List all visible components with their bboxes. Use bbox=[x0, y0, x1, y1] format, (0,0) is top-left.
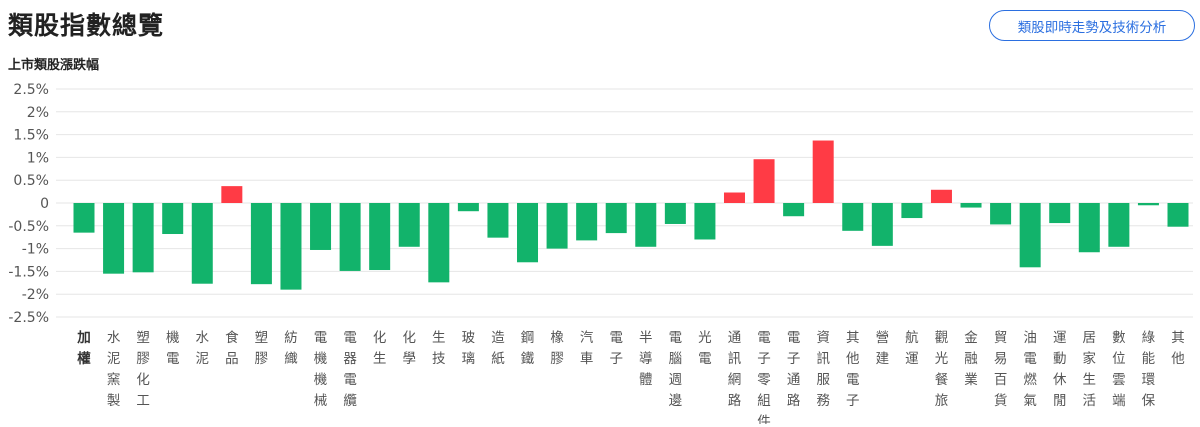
bar[interactable] bbox=[132, 203, 154, 273]
bar[interactable] bbox=[191, 203, 213, 284]
bar[interactable] bbox=[842, 203, 864, 231]
bar[interactable] bbox=[487, 203, 509, 238]
x-category-label: 其他電子 bbox=[846, 330, 860, 409]
y-tick-label: -1% bbox=[22, 242, 49, 258]
x-category-label: 其他 bbox=[1171, 330, 1185, 367]
bar[interactable] bbox=[221, 186, 243, 203]
bar[interactable] bbox=[457, 203, 479, 212]
x-category-label: 橡膠 bbox=[550, 330, 564, 367]
x-category-label: 貿易百貨 bbox=[994, 330, 1008, 409]
x-category-label: 金融業 bbox=[964, 330, 978, 388]
x-category-label: 運動休閒 bbox=[1053, 330, 1067, 409]
x-category-label: 塑膠化工 bbox=[136, 330, 150, 409]
x-category-label: 塑膠 bbox=[255, 330, 269, 367]
bar[interactable] bbox=[1019, 203, 1041, 268]
bar[interactable] bbox=[576, 203, 598, 241]
bar[interactable] bbox=[605, 203, 627, 234]
y-tick-label: 2% bbox=[27, 105, 49, 121]
bar[interactable] bbox=[310, 203, 332, 250]
bar[interactable] bbox=[103, 203, 125, 274]
bar[interactable] bbox=[1049, 203, 1071, 224]
y-axis-ticks: 2.5% 2% 1.5% 1% 0.5% 0 -0.5% -1% -1.5% -2% -2.5% bbox=[8, 82, 49, 326]
x-category-label: 光電 bbox=[698, 330, 712, 367]
bar[interactable] bbox=[930, 189, 952, 203]
x-category-label: 電子零組件 bbox=[757, 330, 771, 424]
bar[interactable] bbox=[694, 203, 716, 240]
bar[interactable] bbox=[162, 203, 184, 235]
page-title: 類股指數總覽 bbox=[8, 11, 165, 40]
x-category-label: 油電燃氣 bbox=[1023, 330, 1037, 409]
x-category-label: 綠能環保 bbox=[1142, 330, 1156, 409]
bar[interactable] bbox=[783, 203, 805, 217]
x-category-label: 航運 bbox=[905, 330, 919, 367]
x-category-label: 鋼鐵 bbox=[521, 330, 535, 367]
x-category-label: 通訊網路 bbox=[728, 330, 742, 409]
x-category-label: 水泥窯製 bbox=[107, 330, 121, 409]
x-category-label: 汽車 bbox=[580, 330, 594, 367]
bar[interactable] bbox=[1167, 203, 1189, 227]
bar[interactable] bbox=[339, 203, 361, 271]
y-tick-label: 0.5% bbox=[13, 173, 49, 189]
bar[interactable] bbox=[1078, 203, 1100, 253]
bar[interactable] bbox=[1137, 203, 1159, 206]
y-tick-label: 1.5% bbox=[13, 128, 49, 144]
x-category-label: 營建 bbox=[876, 330, 890, 367]
bar[interactable] bbox=[753, 159, 775, 203]
bar[interactable] bbox=[250, 203, 272, 285]
bar[interactable] bbox=[812, 140, 834, 203]
x-category-label: 觀光餐旅 bbox=[935, 330, 949, 409]
sector-change-bar-chart: 2.5% 2% 1.5% 1% 0.5% 0 -0.5% -1% -1.5% -2% -2.5% 加… bbox=[8, 82, 1193, 424]
y-tick-label: 0 bbox=[40, 196, 49, 212]
x-category-label: 玻璃 bbox=[462, 330, 476, 367]
x-category-label: 電子通路 bbox=[787, 330, 801, 409]
x-category-label: 造紙 bbox=[491, 330, 505, 367]
bar[interactable] bbox=[635, 203, 657, 247]
x-category-label: 電腦週邊 bbox=[669, 330, 683, 409]
bar[interactable] bbox=[901, 203, 923, 219]
x-category-label: 資訊服務 bbox=[816, 330, 830, 409]
x-category-label: 化學 bbox=[402, 330, 416, 367]
bar[interactable] bbox=[1108, 203, 1130, 247]
x-category-label: 電子 bbox=[609, 330, 623, 367]
x-category-label: 電機機械 bbox=[314, 330, 328, 409]
bar[interactable] bbox=[546, 203, 568, 249]
bar[interactable] bbox=[369, 203, 391, 271]
bar[interactable] bbox=[723, 192, 745, 203]
bar[interactable] bbox=[517, 203, 539, 263]
bar[interactable] bbox=[73, 203, 95, 233]
y-tick-label: -1.5% bbox=[8, 264, 49, 280]
y-tick-label: 2.5% bbox=[13, 82, 49, 98]
y-tick-label: 1% bbox=[27, 150, 49, 166]
x-category-label: 食品 bbox=[225, 329, 239, 367]
bars bbox=[73, 140, 1189, 290]
x-category-label: 紡織 bbox=[284, 330, 298, 367]
bar[interactable] bbox=[960, 203, 982, 208]
bar[interactable] bbox=[280, 203, 302, 290]
bar[interactable] bbox=[664, 203, 686, 224]
bar[interactable] bbox=[398, 203, 420, 247]
x-category-label: 化生 bbox=[373, 330, 387, 367]
x-category-label: 電器電纜 bbox=[343, 330, 357, 409]
sector-analysis-button[interactable]: 類股即時走勢及技術分析 bbox=[989, 10, 1195, 41]
x-category-label: 居家生活 bbox=[1083, 330, 1097, 409]
bar[interactable] bbox=[990, 203, 1012, 225]
bar[interactable] bbox=[871, 203, 893, 246]
x-category-label: 加權 bbox=[76, 330, 91, 367]
x-category-label: 半導體 bbox=[639, 330, 653, 388]
y-tick-label: -2.5% bbox=[8, 310, 49, 326]
y-tick-label: -0.5% bbox=[8, 219, 49, 235]
chart-title: 上市類股漲跌幅 bbox=[8, 58, 100, 73]
x-category-label: 機電 bbox=[166, 330, 180, 367]
x-category-label: 水泥 bbox=[196, 330, 210, 367]
y-tick-label: -2% bbox=[22, 287, 49, 303]
x-category-label: 數位雲端 bbox=[1112, 330, 1126, 409]
bar[interactable] bbox=[428, 203, 450, 283]
x-category-label: 生技 bbox=[432, 330, 446, 367]
